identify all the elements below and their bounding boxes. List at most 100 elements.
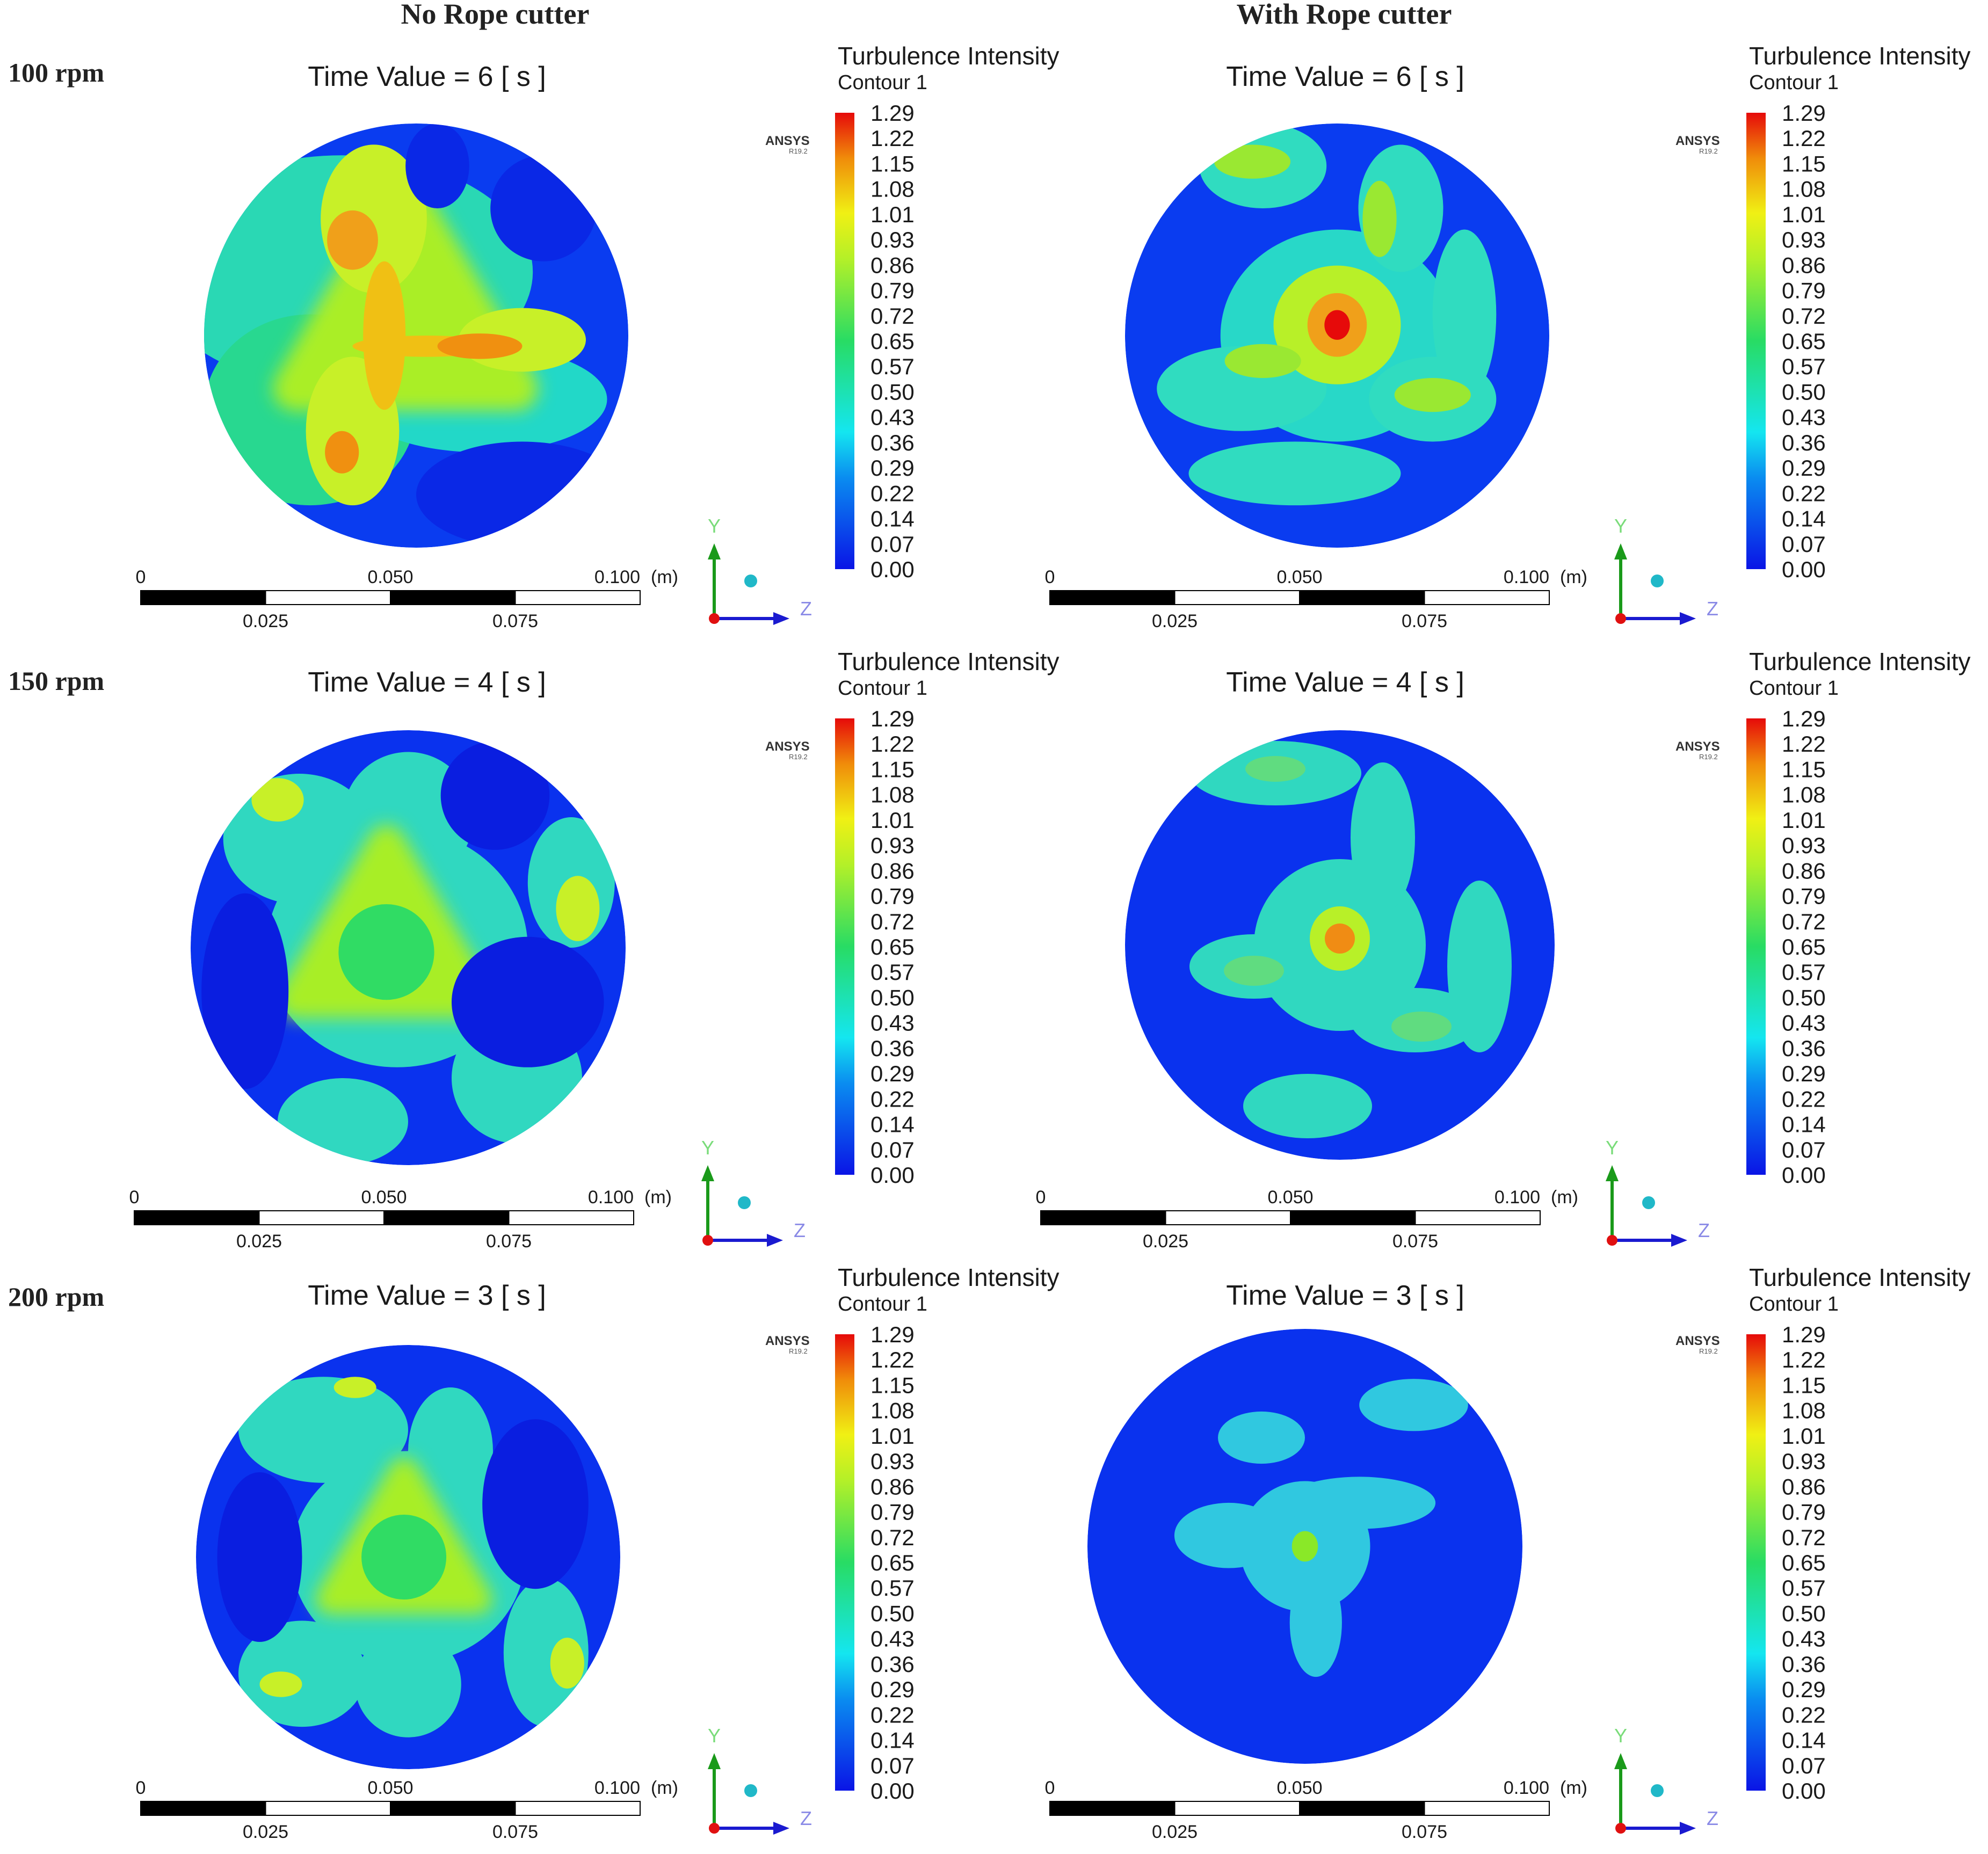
ansys-version: R19.2	[1699, 1347, 1718, 1355]
colorbar-tick-label: 1.01	[1782, 808, 1826, 833]
colorbar-tick-label: 0.50	[1782, 1601, 1826, 1626]
colorbar-tick-label: 0.86	[870, 858, 915, 883]
axis-triad: YZ	[701, 1137, 806, 1247]
contour-region	[1362, 180, 1397, 257]
contour-region	[1214, 144, 1291, 179]
colorbar-tick-label: 0.14	[1782, 506, 1826, 532]
colorbar-tick-label: 0.57	[870, 959, 915, 985]
contour-region	[1245, 756, 1305, 782]
row-speed-label: 100 rpm	[8, 57, 104, 88]
contour-region	[251, 778, 304, 822]
scale-label: 0.025	[1152, 611, 1198, 631]
axis-z-label: Z	[1698, 1219, 1710, 1241]
contour-region	[1174, 1502, 1283, 1568]
legend-subtitle: Contour 1	[1749, 1293, 1839, 1315]
colorbar-tick-label: 0.43	[1782, 405, 1826, 430]
colorbar-tick-label: 1.15	[1782, 151, 1826, 176]
colorbar-tick-label: 1.08	[1782, 1398, 1826, 1423]
scale-label: 0.050	[361, 1187, 407, 1208]
colorbar-tick-label: 0.07	[870, 532, 915, 557]
contour-region	[1359, 1379, 1468, 1431]
axis-triad: YZ	[1614, 1725, 1718, 1835]
colorbar-tick-label: 0.50	[1782, 379, 1826, 404]
colorbar-tick-label: 0.00	[1782, 1778, 1826, 1804]
contour-region	[238, 1377, 408, 1483]
colorbar-tick-label: 0.57	[1782, 1575, 1826, 1601]
scale-unit: (m)	[644, 1187, 672, 1208]
ansys-logo: ANSYS	[1675, 134, 1720, 148]
scale-label: 0.075	[486, 1231, 532, 1252]
contour-region	[1283, 1477, 1436, 1529]
colorbar-tick-label: 0.86	[1782, 1474, 1826, 1499]
colorbar-tick-label: 1.01	[870, 808, 915, 833]
contour-region	[1218, 1411, 1305, 1464]
ansys-version: R19.2	[789, 147, 808, 155]
colorbar-tick-label: 0.65	[870, 1550, 915, 1575]
colorbar-tick-label: 0.22	[870, 481, 915, 506]
colorbar-tick-label: 1.29	[1782, 706, 1826, 731]
axis-z-label: Z	[800, 1807, 812, 1829]
colorbar-tick-label: 0.93	[870, 227, 915, 252]
legend-title: Turbulence Intensity	[1749, 1263, 1971, 1291]
colorbar-tick-label: 1.15	[870, 757, 915, 782]
colorbar-tick-label: 1.08	[1782, 177, 1826, 202]
time-value-title: Time Value = 4 [ s ]	[308, 667, 546, 698]
colorbar-tick-label: 0.00	[870, 557, 915, 582]
colorbar-tick-label: 0.79	[870, 278, 915, 303]
scale-label: 0	[136, 1778, 146, 1798]
colorbar-tick-label: 0.79	[870, 884, 915, 909]
contour-region	[338, 904, 434, 1000]
colorbar-tick-label: 0.07	[870, 1137, 915, 1162]
ansys-logo: ANSYS	[765, 1334, 810, 1348]
colorbar-tick-label: 0.93	[1782, 227, 1826, 252]
colorbar-tick-label: 1.08	[870, 1398, 915, 1423]
colorbar-tick-label: 0.14	[870, 1728, 915, 1753]
colorbar-tick-label: 0.72	[870, 303, 915, 329]
colorbar-tick-label: 0.14	[870, 1112, 915, 1137]
scale-label: 0.100	[1504, 1778, 1549, 1798]
axis-triad: YZ	[708, 1725, 812, 1835]
colorbar-tick-label: 0.00	[1782, 1162, 1826, 1188]
colorbar-tick-label: 1.29	[870, 706, 915, 731]
contour-region	[355, 1631, 461, 1737]
scale-label: 0.050	[1267, 1187, 1313, 1208]
colorbar-tick-label: 0.36	[1782, 1652, 1826, 1677]
scale-unit: (m)	[1560, 567, 1587, 587]
colorbar-tick-label: 0.29	[870, 455, 915, 481]
scale-label: 0.075	[1402, 611, 1447, 631]
colorbar-tick-label: 0.65	[1782, 934, 1826, 959]
scale-label: 0	[1045, 1778, 1055, 1798]
colorbar-tick-label: 0.22	[870, 1086, 915, 1111]
colorbar	[835, 1334, 854, 1791]
colorbar-tick-label: 1.29	[1782, 1322, 1826, 1347]
colorbar-tick-label: 1.15	[1782, 1372, 1826, 1398]
legend-subtitle: Contour 1	[1749, 71, 1839, 94]
contour-region	[1243, 1074, 1372, 1138]
contour-panel: Time Value = 6 [ s ] Turbulence Intensity…	[136, 42, 1060, 631]
contour-plot	[1125, 123, 1549, 548]
colorbar-tick-label: 0.43	[870, 1010, 915, 1036]
colorbar-tick-label: 1.08	[1782, 782, 1826, 808]
contour-panel: Time Value = 4 [ s ] Turbulence Intensity…	[1036, 648, 1971, 1252]
contour-region	[503, 1578, 589, 1727]
scale-label: 0.100	[1504, 567, 1549, 587]
colorbar-tick-label: 1.22	[1782, 1347, 1826, 1372]
scale-label: 0.075	[492, 1822, 538, 1842]
legend-title: Turbulence Intensity	[838, 1263, 1060, 1291]
contour-region	[556, 876, 600, 941]
colorbar-tick-label: 0.65	[870, 934, 915, 959]
time-value-title: Time Value = 6 [ s ]	[308, 61, 546, 92]
ansys-version: R19.2	[789, 753, 808, 761]
contour-region	[1324, 310, 1350, 340]
colorbar-tick-label: 0.50	[870, 985, 915, 1010]
scale-bar: 0 0.050 0.100 (m) 0.025 0.075	[1045, 1778, 1587, 1842]
contour-region	[363, 261, 406, 410]
scale-label: 0.025	[1143, 1231, 1188, 1252]
contour-region	[550, 1638, 584, 1689]
scale-bar: 0 0.050 0.100 (m) 0.025 0.075	[1036, 1187, 1578, 1252]
scale-label: 0.100	[588, 1187, 634, 1208]
colorbar-tick-label: 0.72	[1782, 303, 1826, 329]
colorbar-tick-label: 1.15	[870, 151, 915, 176]
colorbar-tick-label: 0.93	[1782, 833, 1826, 858]
colorbar-tick-label: 0.43	[1782, 1626, 1826, 1652]
